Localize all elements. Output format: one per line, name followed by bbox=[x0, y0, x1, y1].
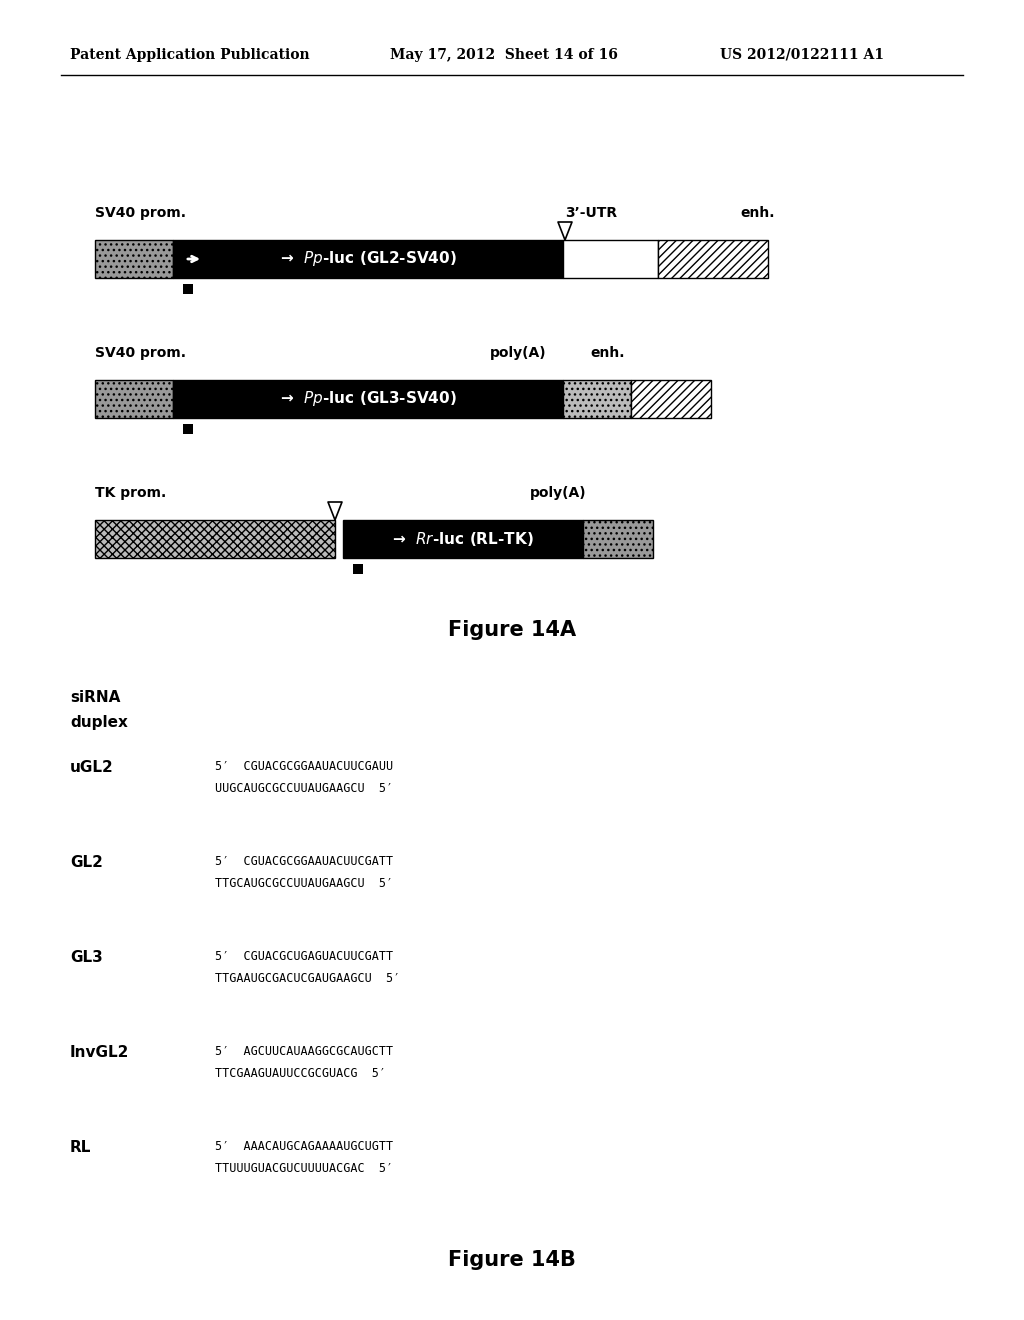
Bar bbox=[95, 240, 173, 279]
Text: GL3: GL3 bbox=[70, 950, 102, 965]
Text: enh.: enh. bbox=[590, 346, 625, 360]
Bar bbox=[173, 380, 563, 418]
Text: TK prom.: TK prom. bbox=[95, 486, 166, 500]
Text: May 17, 2012  Sheet 14 of 16: May 17, 2012 Sheet 14 of 16 bbox=[390, 48, 617, 62]
Text: uGL2: uGL2 bbox=[70, 760, 114, 775]
Text: poly(A): poly(A) bbox=[490, 346, 547, 360]
Bar bbox=[658, 240, 768, 279]
Bar bbox=[173, 240, 563, 279]
Text: SV40 prom.: SV40 prom. bbox=[95, 346, 186, 360]
Bar bbox=[343, 520, 583, 558]
Bar bbox=[563, 240, 658, 279]
Bar bbox=[353, 564, 362, 574]
Text: Figure 14A: Figure 14A bbox=[447, 620, 577, 640]
Text: 5′  CGUACGCGGAAUACUUCGAUU: 5′ CGUACGCGGAAUACUUCGAUU bbox=[215, 760, 393, 774]
Text: poly(A): poly(A) bbox=[530, 486, 587, 500]
Bar bbox=[631, 380, 711, 418]
Text: →  $\it{Pp}$-luc (GL3-SV40): → $\it{Pp}$-luc (GL3-SV40) bbox=[280, 389, 457, 408]
Text: US 2012/0122111 A1: US 2012/0122111 A1 bbox=[720, 48, 884, 62]
Text: siRNA: siRNA bbox=[70, 690, 121, 705]
Text: Figure 14B: Figure 14B bbox=[449, 1250, 575, 1270]
Text: enh.: enh. bbox=[740, 206, 774, 220]
Bar bbox=[183, 424, 193, 434]
Text: duplex: duplex bbox=[70, 715, 128, 730]
Text: Patent Application Publication: Patent Application Publication bbox=[70, 48, 309, 62]
Text: TTGAAUGCGACUCGAUGAAGCU  5′: TTGAAUGCGACUCGAUGAAGCU 5′ bbox=[215, 972, 400, 985]
Text: TTGCAUGCGCCUUAUGAAGCU  5′: TTGCAUGCGCCUUAUGAAGCU 5′ bbox=[215, 876, 393, 890]
Text: TTUUUGUACGUCUUUUACGAC  5′: TTUUUGUACGUCUUUUACGAC 5′ bbox=[215, 1162, 393, 1175]
Text: GL2: GL2 bbox=[70, 855, 102, 870]
Bar bbox=[95, 520, 335, 558]
Text: 5′  CGUACGCUGAGUACUUCGATT: 5′ CGUACGCUGAGUACUUCGATT bbox=[215, 950, 393, 964]
Text: 5′  CGUACGCGGAAUACUUCGATT: 5′ CGUACGCGGAAUACUUCGATT bbox=[215, 855, 393, 869]
Text: 5′  AAACAUGCAGAAAAUGCUGTT: 5′ AAACAUGCAGAAAAUGCUGTT bbox=[215, 1140, 393, 1152]
Bar bbox=[183, 284, 193, 294]
Bar bbox=[563, 380, 631, 418]
Text: 3’-UTR: 3’-UTR bbox=[565, 206, 617, 220]
Text: SV40 prom.: SV40 prom. bbox=[95, 206, 186, 220]
Text: TTCGAAGUAUUCCGCGUACG  5′: TTCGAAGUAUUCCGCGUACG 5′ bbox=[215, 1067, 386, 1080]
Text: UUGCAUGCGCCUUAUGAAGCU  5′: UUGCAUGCGCCUUAUGAAGCU 5′ bbox=[215, 781, 393, 795]
Text: InvGL2: InvGL2 bbox=[70, 1045, 129, 1060]
Text: 5′  AGCUUCAUAAGGCGCAUGCTT: 5′ AGCUUCAUAAGGCGCAUGCTT bbox=[215, 1045, 393, 1059]
Text: →  $\it{Rr}$-luc (RL-TK): → $\it{Rr}$-luc (RL-TK) bbox=[392, 531, 534, 548]
Text: RL: RL bbox=[70, 1140, 91, 1155]
Text: →  $\it{Pp}$-luc (GL2-SV40): → $\it{Pp}$-luc (GL2-SV40) bbox=[280, 249, 457, 268]
Bar bbox=[95, 380, 173, 418]
Bar bbox=[583, 520, 653, 558]
